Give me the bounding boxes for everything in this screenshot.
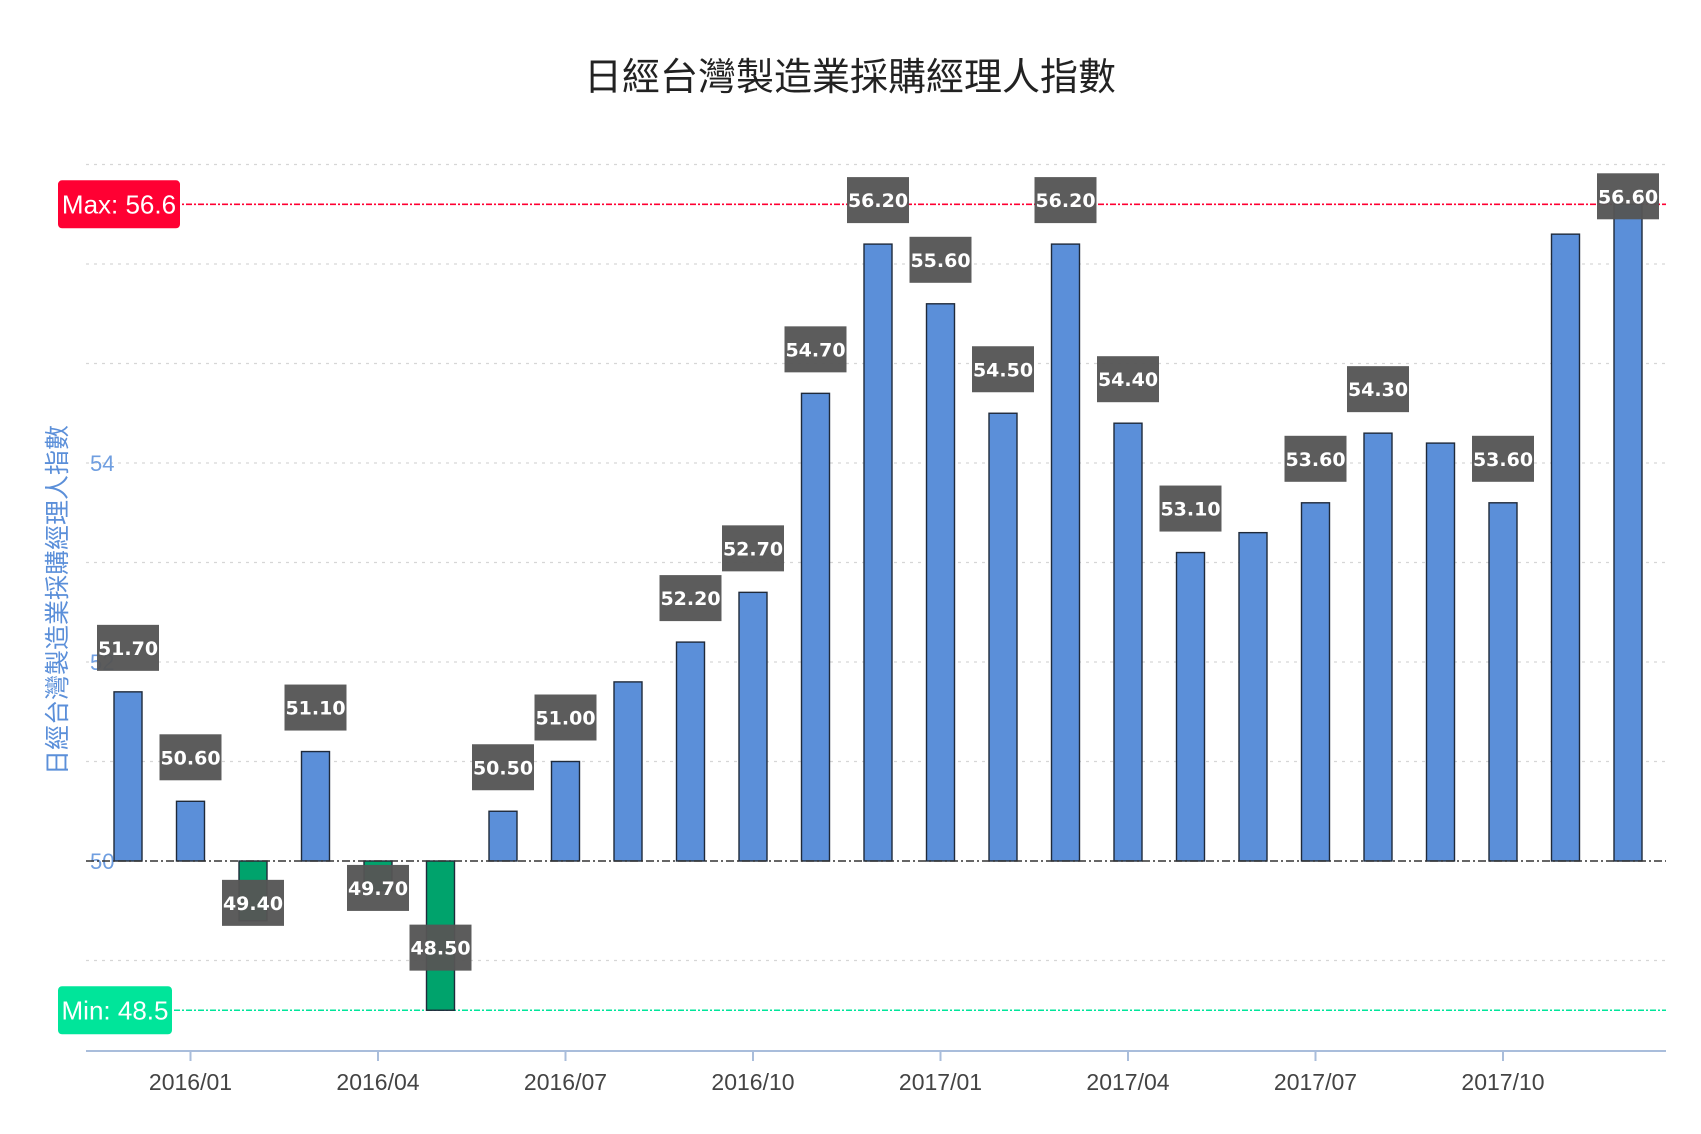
bar xyxy=(613,681,643,862)
data-label: 51.10 xyxy=(285,698,345,720)
data-label-box xyxy=(847,177,909,224)
reference-label: Max: 56.6 xyxy=(62,189,176,219)
reference-lines: Max: 56.6 Min: 48.5 xyxy=(58,180,1666,1035)
data-label-box xyxy=(347,864,409,911)
bar xyxy=(988,412,1018,862)
reference-label: Min: 48.5 xyxy=(62,995,169,1025)
data-label: 53.60 xyxy=(1473,449,1533,471)
bar xyxy=(1425,442,1456,862)
data-label: 49.70 xyxy=(348,878,408,900)
data-label-box xyxy=(784,326,847,373)
x-tick-label: 2017/07 xyxy=(1274,1069,1357,1095)
bar xyxy=(175,800,206,862)
x-tick-label: 2016/10 xyxy=(711,1069,794,1095)
data-label: 56.60 xyxy=(1598,186,1658,208)
data-label-box xyxy=(1347,366,1409,413)
bar xyxy=(1363,432,1393,862)
data-label-box xyxy=(534,694,597,741)
data-label: 52.70 xyxy=(723,538,783,560)
bar xyxy=(925,303,956,862)
reference-label-box xyxy=(58,986,172,1035)
data-label: 54.30 xyxy=(1348,379,1408,401)
data-label: 54.50 xyxy=(973,359,1033,381)
data-label: 51.70 xyxy=(98,638,158,660)
data-label-box xyxy=(909,236,972,283)
data-label-box xyxy=(284,684,347,731)
bars xyxy=(113,203,1643,1011)
data-label-box xyxy=(97,624,159,671)
y-tick-label: 54 xyxy=(90,451,114,476)
x-tick-label: 2017/04 xyxy=(1086,1069,1169,1095)
bar xyxy=(300,750,331,862)
bar xyxy=(1050,243,1081,862)
data-label: 56.20 xyxy=(1035,190,1095,212)
x-tick-label: 2016/04 xyxy=(336,1069,419,1095)
data-label: 50.50 xyxy=(473,757,533,779)
x-tick-label: 2017/01 xyxy=(899,1069,982,1095)
data-label: 52.20 xyxy=(660,588,720,610)
data-label-box xyxy=(222,879,284,926)
data-labels: 51.70 50.60 49.40 51.10 49.70 48.50 50.50 51.00… xyxy=(97,173,1659,971)
data-label-box xyxy=(659,575,722,622)
data-label-box xyxy=(722,525,784,572)
data-label-box xyxy=(1097,356,1159,403)
data-label-box xyxy=(409,924,472,971)
bar xyxy=(738,591,768,862)
bar xyxy=(550,760,581,862)
data-label: 56.20 xyxy=(848,190,908,212)
data-label-box xyxy=(972,346,1034,393)
data-label: 54.70 xyxy=(785,339,845,361)
data-label-box xyxy=(1034,177,1097,224)
data-label: 50.60 xyxy=(160,747,220,769)
data-label-box xyxy=(1284,435,1347,482)
bar xyxy=(1175,551,1206,862)
data-label-box xyxy=(1597,173,1659,220)
data-label: 51.00 xyxy=(535,708,595,730)
data-label-box xyxy=(1472,435,1534,482)
data-label: 53.60 xyxy=(1285,449,1345,471)
bar xyxy=(675,641,706,862)
bar xyxy=(1238,531,1268,862)
x-tick-label: 2016/07 xyxy=(524,1069,607,1095)
bar xyxy=(800,392,831,862)
bar xyxy=(863,243,893,862)
bar xyxy=(1613,203,1643,862)
data-label: 54.40 xyxy=(1098,369,1158,391)
x-tick-label: 2016/01 xyxy=(149,1069,232,1095)
data-label-box xyxy=(159,734,222,781)
chart-title: 日經台灣製造業採購經理人指數 xyxy=(584,55,1116,99)
data-label-box xyxy=(1159,485,1222,532)
data-label: 55.60 xyxy=(910,250,970,272)
data-label-box xyxy=(472,744,534,791)
bar xyxy=(488,810,518,862)
bar xyxy=(1300,502,1331,862)
data-label: 48.50 xyxy=(410,938,470,960)
x-tick-label: 2017/10 xyxy=(1461,1069,1544,1095)
data-label: 49.40 xyxy=(223,893,283,915)
bar xyxy=(1550,233,1581,862)
y-axis-title: 日經台灣製造業採購經理人指數 xyxy=(43,425,72,775)
data-label: 53.10 xyxy=(1160,499,1220,521)
bar xyxy=(113,691,143,862)
bar xyxy=(1113,422,1143,862)
reference-label-box xyxy=(58,180,180,229)
bar xyxy=(1488,502,1518,862)
